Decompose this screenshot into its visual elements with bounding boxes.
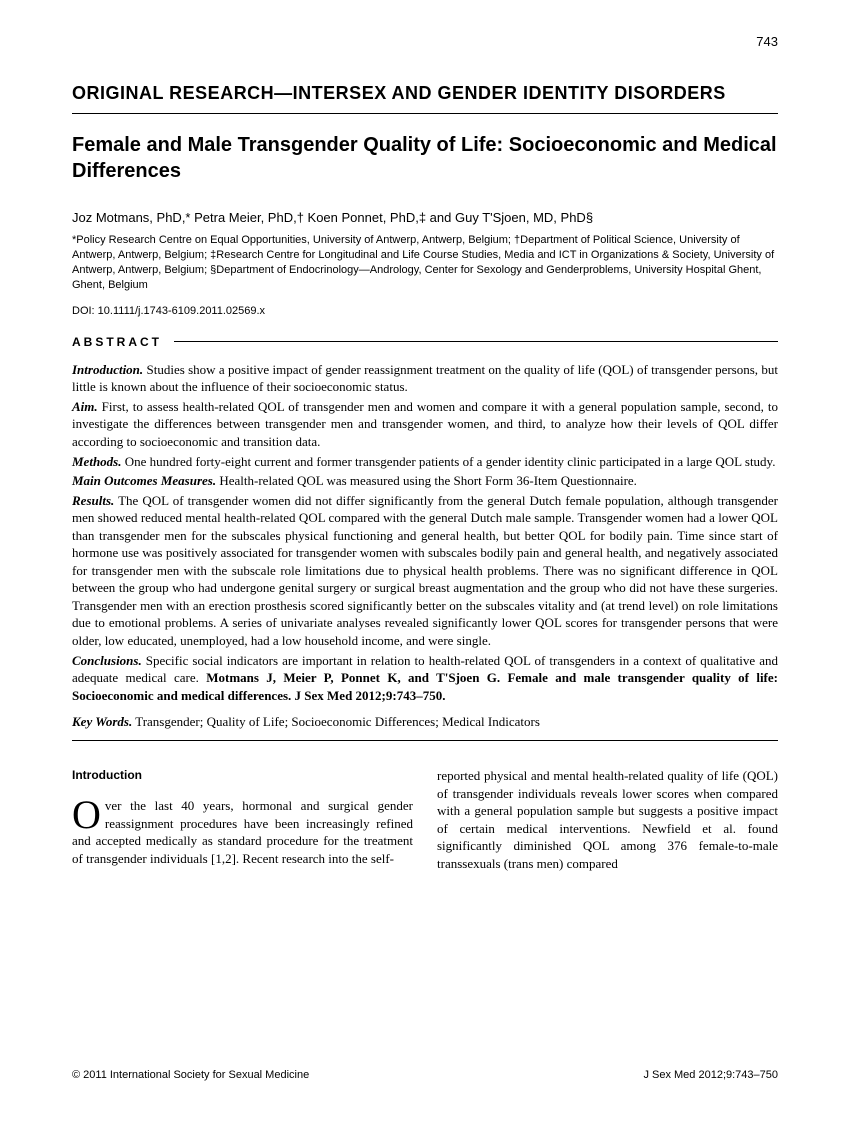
abs-head-results: Results. (72, 493, 114, 508)
intro-text-left: ver the last 40 years, hormonal and surg… (72, 798, 413, 866)
abs-head-methods: Methods. (72, 454, 121, 469)
abs-head-aim: Aim. (72, 399, 98, 414)
abs-text-methods: One hundred forty-eight current and form… (121, 454, 775, 469)
category-heading: ORIGINAL RESEARCH—INTERSEX AND GENDER ID… (72, 82, 778, 105)
page-footer: © 2011 International Society for Sexual … (72, 1069, 778, 1081)
dropcap: O (72, 797, 105, 831)
abstract-body: Introduction. Studies show a positive im… (72, 361, 778, 704)
abs-text-aim: First, to assess health-related QOL of t… (72, 399, 778, 449)
column-right: reported physical and mental health-rela… (437, 767, 778, 872)
keywords-line: Key Words. Transgender; Quality of Life;… (72, 714, 778, 730)
keywords-text: Transgender; Quality of Life; Socioecono… (132, 714, 540, 729)
abs-text-measures: Health-related QOL was measured using th… (216, 473, 637, 488)
doi: DOI: 10.1111/j.1743-6109.2011.02569.x (72, 305, 778, 317)
divider-top (72, 113, 778, 114)
abs-head-introduction: Introduction. (72, 362, 143, 377)
abs-head-conclusions: Conclusions. (72, 653, 142, 668)
footer-journal-ref: J Sex Med 2012;9:743–750 (643, 1069, 778, 1081)
affiliations: *Policy Research Centre on Equal Opportu… (72, 233, 778, 292)
keywords-label: Key Words. (72, 714, 132, 729)
footer-copyright: © 2011 International Society for Sexual … (72, 1069, 309, 1081)
abstract-header: ABSTRACT (72, 335, 778, 349)
body-columns: Introduction Over the last 40 years, hor… (72, 767, 778, 872)
abs-text-results: The QOL of transgender women did not dif… (72, 493, 778, 648)
authors-line: Joz Motmans, PhD,* Petra Meier, PhD,† Ko… (72, 210, 778, 225)
divider-bottom (72, 740, 778, 741)
intro-paragraph-left: Over the last 40 years, hormonal and sur… (72, 797, 413, 867)
intro-paragraph-right: reported physical and mental health-rela… (437, 767, 778, 872)
introduction-heading: Introduction (72, 767, 413, 783)
page-number: 743 (756, 34, 778, 49)
column-left: Introduction Over the last 40 years, hor… (72, 767, 413, 872)
abs-head-measures: Main Outcomes Measures. (72, 473, 216, 488)
abstract-rule-line (174, 341, 778, 342)
abstract-label: ABSTRACT (72, 335, 174, 349)
abs-text-introduction: Studies show a positive impact of gender… (72, 362, 778, 395)
article-title: Female and Male Transgender Quality of L… (72, 132, 778, 184)
